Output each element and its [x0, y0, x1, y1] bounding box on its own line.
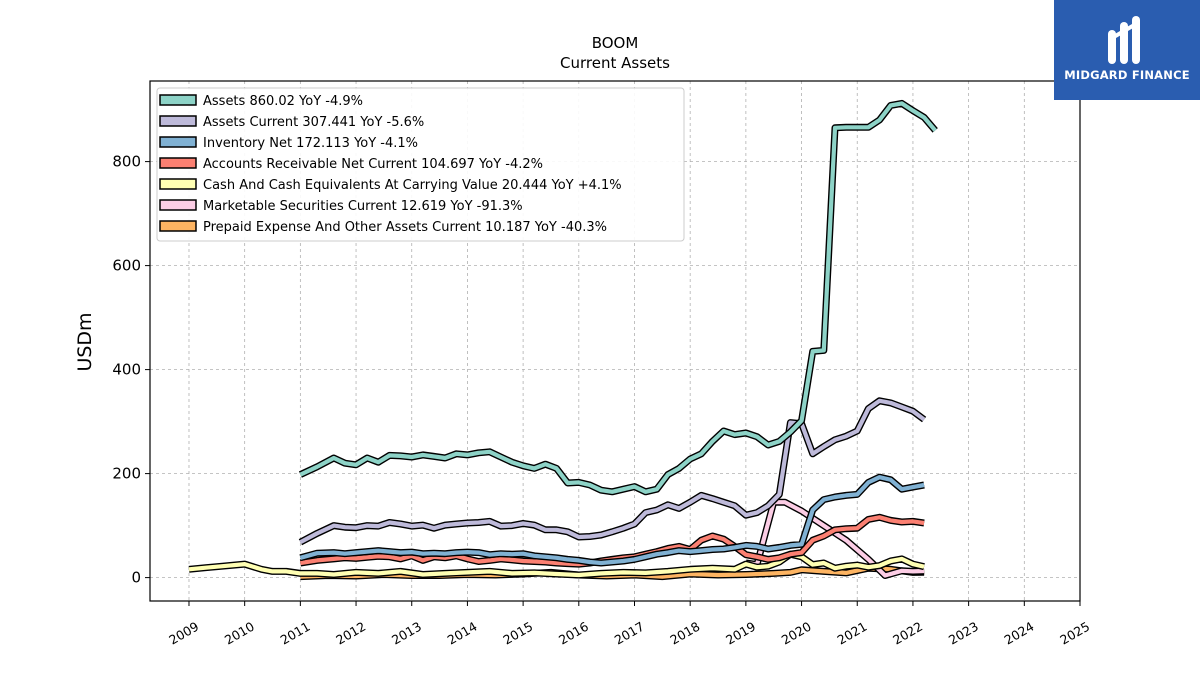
x-tick-label: 2018 — [667, 619, 702, 648]
y-tick-label: 800 — [112, 153, 141, 171]
legend-label: Assets Current 307.441 YoY -5.6% — [203, 115, 424, 130]
series-line — [299, 473, 925, 567]
x-tick-label: 2016 — [556, 619, 591, 648]
y-tick-label: 600 — [112, 257, 141, 275]
legend-label: Marketable Securities Current 12.619 YoY… — [203, 199, 523, 214]
x-tick-label: 2024 — [1002, 619, 1037, 648]
series-line-stroke — [188, 552, 925, 578]
x-tick-label: 2012 — [333, 619, 368, 648]
chart-subtitle: Current Assets — [560, 54, 670, 72]
y-axis: 0 200 400 600 800 — [112, 153, 150, 587]
legend-label: Inventory Net 172.113 YoY -4.1% — [203, 136, 418, 151]
y-tick-label: 200 — [112, 465, 141, 483]
x-tick-label: 2019 — [723, 619, 758, 648]
brand-logo: MIDGARD FINANCE — [1054, 0, 1200, 100]
x-tick-label: 2020 — [779, 619, 814, 648]
x-tick-label: 2009 — [166, 619, 201, 648]
legend-box — [156, 87, 685, 242]
series-line-stroke — [299, 398, 926, 545]
x-tick-label: 2010 — [222, 619, 257, 648]
legend-label: Assets 860.02 YoY -4.9% — [203, 94, 363, 109]
legend-swatch — [159, 178, 197, 190]
series-line-stroke — [299, 101, 937, 494]
series-line — [298, 397, 927, 546]
logo-mark-icon — [1108, 16, 1140, 64]
legend-swatch — [159, 115, 197, 127]
x-tick-label: 2015 — [500, 619, 535, 648]
legend-swatch — [159, 157, 197, 169]
x-tick-label: 2013 — [389, 619, 424, 648]
series-line — [188, 550, 925, 579]
legend-label: Cash And Cash Equivalents At Carrying Va… — [203, 178, 622, 193]
x-tick-label: 2022 — [890, 619, 925, 648]
chart-title: BOOM — [592, 34, 639, 52]
logo-text: MIDGARD FINANCE — [1064, 68, 1190, 82]
x-axis: 2009 2010 2011 2012 2013 2014 2015 2016 2017 2018… — [166, 601, 1092, 648]
x-tick-label: 2014 — [445, 619, 480, 648]
series-line-stroke — [299, 475, 925, 566]
x-tick-label: 2025 — [1057, 619, 1092, 648]
legend-label: Prepaid Expense And Other Assets Current… — [203, 220, 607, 235]
legend-label: Accounts Receivable Net Current 104.697 … — [203, 157, 543, 172]
legend-swatch — [159, 94, 197, 106]
x-tick-label: 2023 — [946, 619, 981, 648]
x-tick-label: 2021 — [834, 619, 869, 648]
legend-swatch — [159, 220, 197, 232]
y-tick-label: 400 — [112, 361, 141, 379]
y-axis-label: USDm — [74, 312, 96, 371]
legend: Assets 860.02 YoY -4.9% Assets Current 30… — [156, 87, 685, 242]
series-lines — [188, 99, 938, 581]
x-tick-label: 2017 — [612, 619, 647, 648]
legend-swatch — [159, 136, 197, 148]
legend-swatch — [159, 199, 197, 211]
grid — [150, 81, 1081, 601]
x-tick-label: 2011 — [278, 619, 313, 648]
series-line — [298, 99, 938, 496]
y-tick-label: 0 — [131, 569, 141, 587]
plot-frame — [149, 80, 1081, 602]
